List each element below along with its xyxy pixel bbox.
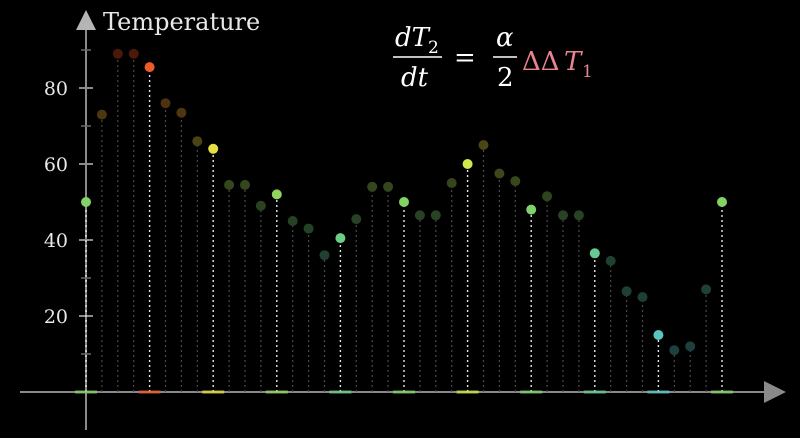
eq-lhs-numerator-subscript: 2 (428, 38, 439, 58)
data-point (542, 191, 553, 202)
data-point (462, 159, 473, 169)
data-point (478, 140, 489, 150)
data-point (669, 345, 680, 356)
x-axis-arrow-icon (764, 381, 786, 403)
data-point (319, 250, 330, 261)
eq-equals: = (454, 43, 476, 73)
data-point (621, 286, 632, 297)
data-point (224, 179, 235, 190)
data-point (271, 189, 282, 200)
data-point (240, 179, 250, 190)
data-point (287, 216, 298, 226)
y-axis-arrow-icon (76, 10, 96, 30)
y-tick-label: 80 (44, 78, 68, 100)
data-points (81, 48, 727, 356)
data-point (573, 210, 584, 221)
eq-rhs-variable-subscript: 1 (582, 62, 593, 82)
y-axis-ticks: 20 40 60 80 (44, 49, 93, 355)
data-point (160, 98, 171, 109)
data-point (701, 284, 712, 295)
y-tick-label: 20 (44, 306, 68, 328)
data-point (685, 341, 696, 352)
data-point (192, 136, 203, 147)
data-point (558, 210, 568, 221)
data-point (430, 210, 441, 221)
stems (75, 53, 733, 394)
eq-lhs-denominator: dt (401, 63, 429, 93)
data-point (605, 255, 616, 266)
data-point (367, 181, 378, 192)
data-point (208, 143, 219, 154)
eq-rhs-numerator: α (496, 23, 514, 53)
y-tick-label: 60 (44, 154, 68, 176)
data-point (589, 248, 600, 259)
eq-rhs-laplacian: ΔΔ (522, 47, 560, 77)
data-point (335, 233, 346, 244)
data-point (128, 48, 139, 59)
eq-rhs-variable: T (564, 47, 583, 77)
data-point (510, 176, 521, 187)
data-point (303, 223, 314, 234)
data-point (112, 48, 123, 59)
data-point (255, 200, 266, 211)
eq-rhs-denominator: 2 (497, 63, 514, 93)
data-point (81, 197, 91, 207)
data-point (399, 197, 409, 207)
data-point (637, 292, 648, 302)
data-point (653, 330, 664, 340)
data-point (717, 197, 727, 207)
data-point (494, 168, 505, 179)
data-point (351, 214, 362, 225)
y-axis-label: Temperature (103, 8, 260, 36)
data-point (383, 181, 394, 192)
heat-equation: dT 2 dt = α 2 ΔΔ T 1 (393, 23, 593, 93)
eq-lhs-numerator: dT (395, 23, 431, 53)
data-point (414, 210, 425, 221)
data-point (526, 204, 537, 215)
data-point (176, 107, 187, 118)
data-point (96, 109, 107, 120)
y-tick-label: 40 (44, 230, 68, 252)
data-point (446, 178, 457, 188)
data-point (144, 62, 155, 73)
